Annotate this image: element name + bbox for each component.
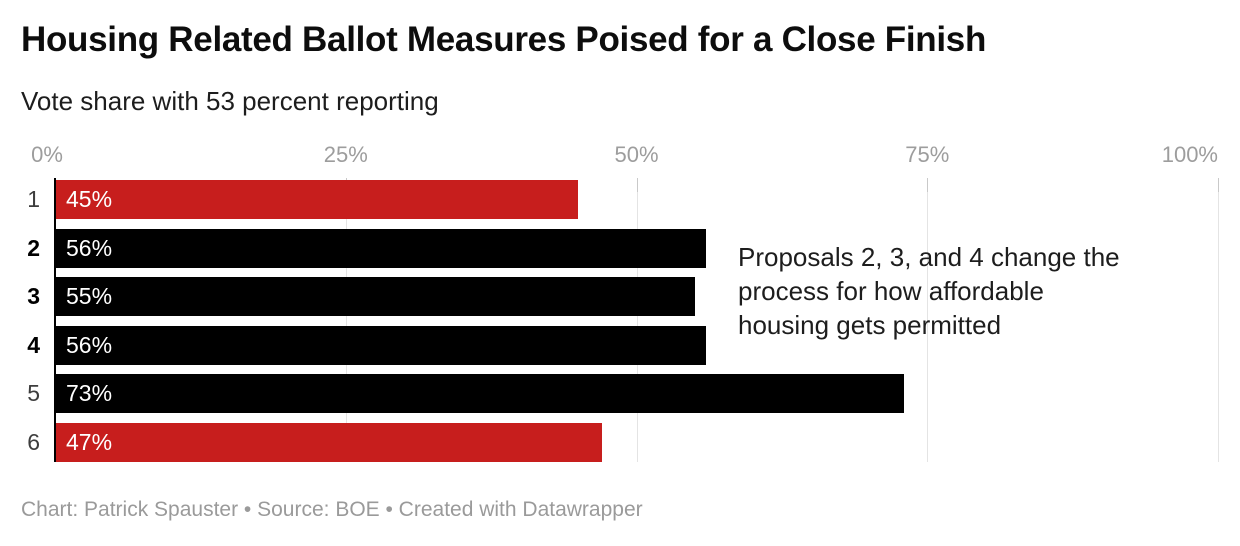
axis-tick-mark xyxy=(1218,178,1219,192)
row-label: 6 xyxy=(27,429,40,455)
row-label: 2 xyxy=(27,235,40,261)
gridline xyxy=(637,178,638,462)
axis-tick-mark xyxy=(637,178,638,192)
gridline xyxy=(927,178,928,462)
x-axis-tick-label: 50% xyxy=(614,142,659,167)
bar: 55% xyxy=(56,277,695,316)
row-label: 4 xyxy=(27,332,40,358)
row-label: 5 xyxy=(27,380,40,406)
axis-tick-mark xyxy=(927,178,928,192)
gridline xyxy=(346,178,347,462)
chart-title: Housing Related Ballot Measures Poised f… xyxy=(21,20,987,59)
y-axis-line xyxy=(54,178,56,462)
bar-value-label: 56% xyxy=(66,235,113,261)
chart-subtitle: Vote share with 53 percent reporting xyxy=(21,86,439,116)
row-label: 1 xyxy=(27,186,40,212)
footer-credit: Chart: Patrick Spauster • Source: BOE • … xyxy=(21,498,643,521)
x-axis-tick-label: 25% xyxy=(323,142,368,167)
bar: 47% xyxy=(56,423,602,462)
bar-value-label: 47% xyxy=(66,429,113,455)
bar-value-label: 73% xyxy=(66,380,113,406)
bar: 73% xyxy=(56,374,904,413)
bar: 56% xyxy=(56,229,706,268)
x-axis-tick-label: 0% xyxy=(31,142,63,167)
bar-value-label: 56% xyxy=(66,332,113,358)
annotation-text: Proposals 2, 3, and 4 change the process… xyxy=(738,242,1120,340)
bar-value-label: 55% xyxy=(66,283,113,309)
bar: 45% xyxy=(56,180,578,219)
gridline xyxy=(1218,178,1219,462)
bar-value-label: 45% xyxy=(66,186,113,212)
x-axis-tick-label: 75% xyxy=(905,142,950,167)
bar: 56% xyxy=(56,326,706,365)
x-axis-tick-label: 100% xyxy=(1161,142,1218,167)
row-label: 3 xyxy=(27,283,40,309)
